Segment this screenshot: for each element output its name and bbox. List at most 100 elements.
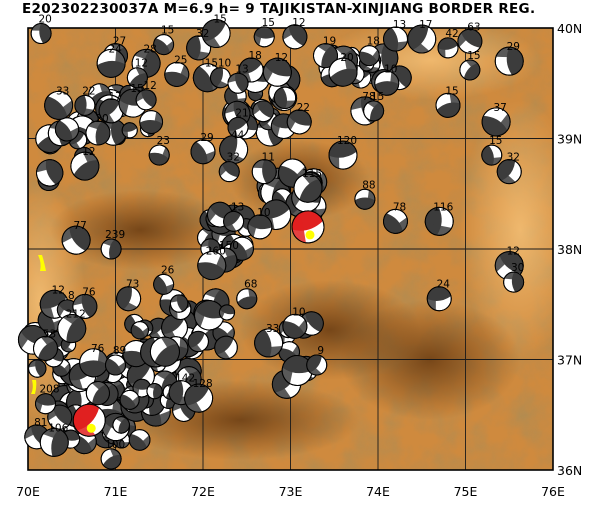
depth-label: 15 [371, 91, 384, 103]
depth-label: 26 [161, 264, 175, 276]
depth-label: 89 [113, 345, 126, 357]
depth-label: 78 [362, 91, 375, 103]
focal-mechanism [190, 139, 216, 165]
focal-mechanism [57, 314, 87, 344]
depth-label: 24 [108, 43, 122, 55]
focal-mechanism [236, 288, 258, 310]
depth-label: 20 [340, 52, 353, 64]
focal-mechanism [131, 48, 161, 78]
depth-label: 12 [143, 80, 156, 92]
focal-mechanism [481, 144, 503, 166]
depth-label: 21 [235, 107, 248, 119]
focal-mechanism [503, 271, 525, 293]
depth-label: 239 [105, 229, 125, 241]
focal-mechanism [227, 116, 249, 138]
focal-mechanism [426, 286, 452, 312]
page-title: E202302230037A M=6.9 h= 9 TAJIKISTAN-XIN… [22, 1, 535, 17]
depth-label: 9 [317, 345, 324, 357]
focal-mechanism [253, 26, 275, 48]
background-focal-mechanism [273, 86, 297, 109]
depth-label: 81 [34, 417, 47, 429]
depth-label: 88 [362, 179, 375, 191]
background-focal-mechanism [252, 100, 275, 123]
focal-mechanism [61, 225, 91, 255]
focal-mechanism [164, 61, 190, 87]
mainshock-focal-mechanism [291, 210, 325, 244]
focal-mechanism [74, 94, 96, 116]
depth-label: 142 [175, 373, 195, 385]
background-focal-mechanism [85, 381, 110, 406]
depth-label: 32 [196, 28, 209, 40]
region-name: TAJIKISTAN-XINJIANG BORDER REG. [259, 1, 536, 17]
depth-label: 12 [507, 246, 520, 258]
depth-label: 30 [511, 262, 524, 274]
depth-label: 22 [82, 85, 95, 97]
focal-mechanism [135, 89, 157, 111]
focal-mechanism [496, 159, 522, 185]
focal-mechanism [286, 109, 312, 135]
depth-label: 12 [135, 58, 148, 70]
depth-label: 12 [52, 284, 65, 296]
focal-mechanism [148, 144, 170, 166]
depth-label: 260 [206, 246, 226, 258]
lon-tick-label: 74E [366, 484, 390, 499]
background-focal-mechanism [121, 122, 138, 139]
focal-mechanism [210, 67, 231, 89]
lon-tick-label: 73E [279, 484, 303, 499]
background-focal-mechanism [128, 429, 151, 451]
depth-label: 53 [43, 328, 56, 340]
depth-label: 116 [433, 201, 453, 213]
depth-label: 10 [384, 63, 397, 75]
background-focal-mechanism [119, 389, 140, 410]
depth-label: 120 [337, 135, 357, 147]
focal-mechanism [262, 57, 292, 87]
depth-label: 28 [143, 43, 156, 55]
focal-mechanism [251, 159, 277, 185]
focal-mechanism [407, 24, 437, 54]
focal-mechanism [201, 19, 231, 49]
depth-label: 8 [68, 290, 75, 302]
depth-label: 212 [66, 309, 86, 321]
depth-label: 19 [323, 36, 336, 48]
focal-mechanism [153, 273, 175, 295]
depth-label: 208 [39, 384, 59, 396]
depth-label: 15 [489, 135, 502, 147]
focal-mechanism [354, 188, 376, 210]
axis-labels: 70E 71E 72E 73E 74E 75E 76E 36N 37N 38N 39N 40N [16, 21, 582, 499]
depth-label: 29 [200, 132, 213, 144]
focal-mechanism [313, 43, 338, 69]
depth-label: 15 [161, 25, 174, 37]
focal-mechanism [227, 72, 249, 94]
depth-label: 63 [467, 21, 480, 33]
focal-mechanism [223, 210, 245, 232]
depth-label: 33 [266, 323, 279, 335]
focal-mechanism [282, 24, 308, 50]
depth-label: 25 [174, 54, 187, 66]
lat-tick-label: 37N [557, 353, 582, 368]
focal-mechanism [328, 140, 358, 170]
depth-label: 29 [507, 41, 520, 53]
background-focal-mechanism [139, 110, 164, 134]
magnitude: M=6.9 [163, 1, 214, 17]
lat-tick-label: 36N [557, 463, 582, 478]
focal-mechanism [116, 286, 142, 312]
depth-label: 20 [95, 113, 108, 125]
depth-label: 27 [113, 36, 126, 48]
depth-label: 15 [467, 50, 480, 62]
epicenter-marker [86, 423, 96, 433]
depth-label: 20 [38, 14, 51, 26]
focal-mechanism [374, 70, 400, 96]
depth-label: 150 [219, 240, 239, 252]
depth-label: 100 [105, 439, 125, 451]
focal-mechanism [383, 26, 408, 52]
depth-label: 15 [130, 83, 143, 95]
focal-mechanism [424, 206, 454, 236]
event-id: E202302230037A [22, 1, 159, 17]
lat-tick-label: 39N [557, 132, 582, 147]
depth-label: 13 [393, 19, 406, 31]
depth-label: 32 [227, 152, 240, 164]
depth-label: 13 [235, 63, 248, 75]
background-focal-mechanism [149, 336, 180, 367]
depth-label: 17 [108, 91, 121, 103]
depth-label: 15 [445, 85, 458, 97]
